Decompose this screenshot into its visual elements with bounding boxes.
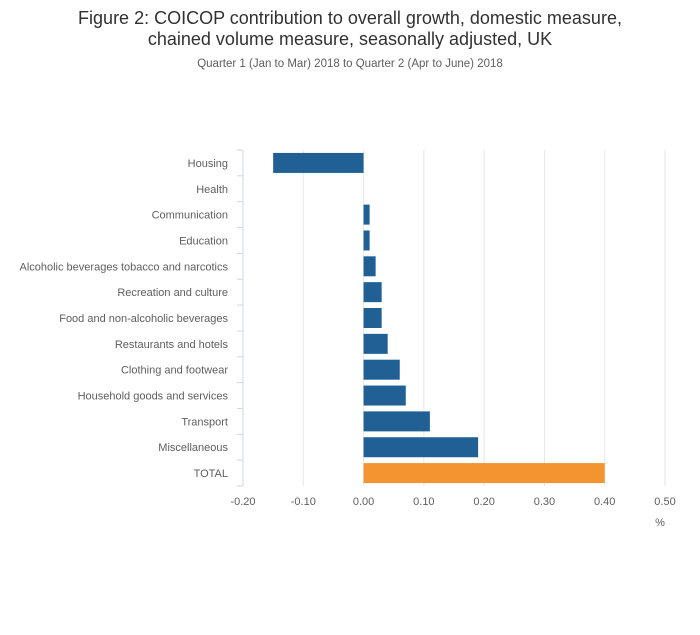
bar-education bbox=[363, 230, 370, 251]
bar-food-and-non-alcoholic-beverages bbox=[363, 308, 382, 328]
category-label: Alcoholic beverages tobacco and narcotic… bbox=[19, 261, 228, 273]
category-label: TOTAL bbox=[194, 468, 228, 480]
category-label: Health bbox=[196, 184, 228, 196]
category-label: Education bbox=[179, 235, 228, 247]
chart-title-line-2: chained volume measure, seasonally adjus… bbox=[147, 29, 553, 49]
category-label: Food and non-alcoholic beverages bbox=[59, 313, 228, 325]
bar-recreation-and-culture bbox=[363, 282, 382, 303]
x-axis-label: % bbox=[655, 517, 665, 529]
category-label: Household goods and services bbox=[78, 391, 229, 403]
x-tick-label: -0.10 bbox=[291, 496, 316, 508]
x-tick-label: 0.30 bbox=[534, 496, 555, 508]
x-tick-label: 0.40 bbox=[594, 496, 615, 508]
x-tick-label: -0.20 bbox=[230, 496, 255, 508]
bar-alcoholic-beverages-tobacco-and-narcotics bbox=[363, 256, 376, 277]
bar-clothing-and-footwear bbox=[363, 359, 400, 380]
bar-transport bbox=[363, 411, 430, 432]
chart-title-line-1: Figure 2: COICOP contribution to overall… bbox=[78, 8, 622, 28]
bar-housing bbox=[273, 152, 364, 173]
bar-communication bbox=[363, 204, 370, 225]
bar-household-goods-and-services bbox=[363, 385, 406, 406]
x-tick-label: 0.00 bbox=[353, 496, 374, 508]
x-tick-label: 0.20 bbox=[473, 496, 494, 508]
category-label: Housing bbox=[188, 158, 228, 170]
bar-total bbox=[363, 463, 605, 484]
chart-title: Figure 2: COICOP contribution to overall… bbox=[0, 8, 700, 50]
category-label: Transport bbox=[181, 416, 228, 428]
category-label: Clothing and footwear bbox=[121, 365, 228, 377]
bar-restaurants-and-hotels bbox=[363, 333, 388, 354]
category-label: Recreation and culture bbox=[117, 287, 228, 299]
x-tick-label: 0.50 bbox=[654, 496, 675, 508]
x-tick-label: 0.10 bbox=[413, 496, 434, 508]
chart-subtitle: Quarter 1 (Jan to Mar) 2018 to Quarter 2… bbox=[197, 58, 503, 70]
category-label: Communication bbox=[152, 210, 228, 222]
category-label: Restaurants and hotels bbox=[115, 339, 229, 351]
category-label: Miscellaneous bbox=[158, 442, 228, 454]
bar-miscellaneous bbox=[363, 437, 479, 458]
